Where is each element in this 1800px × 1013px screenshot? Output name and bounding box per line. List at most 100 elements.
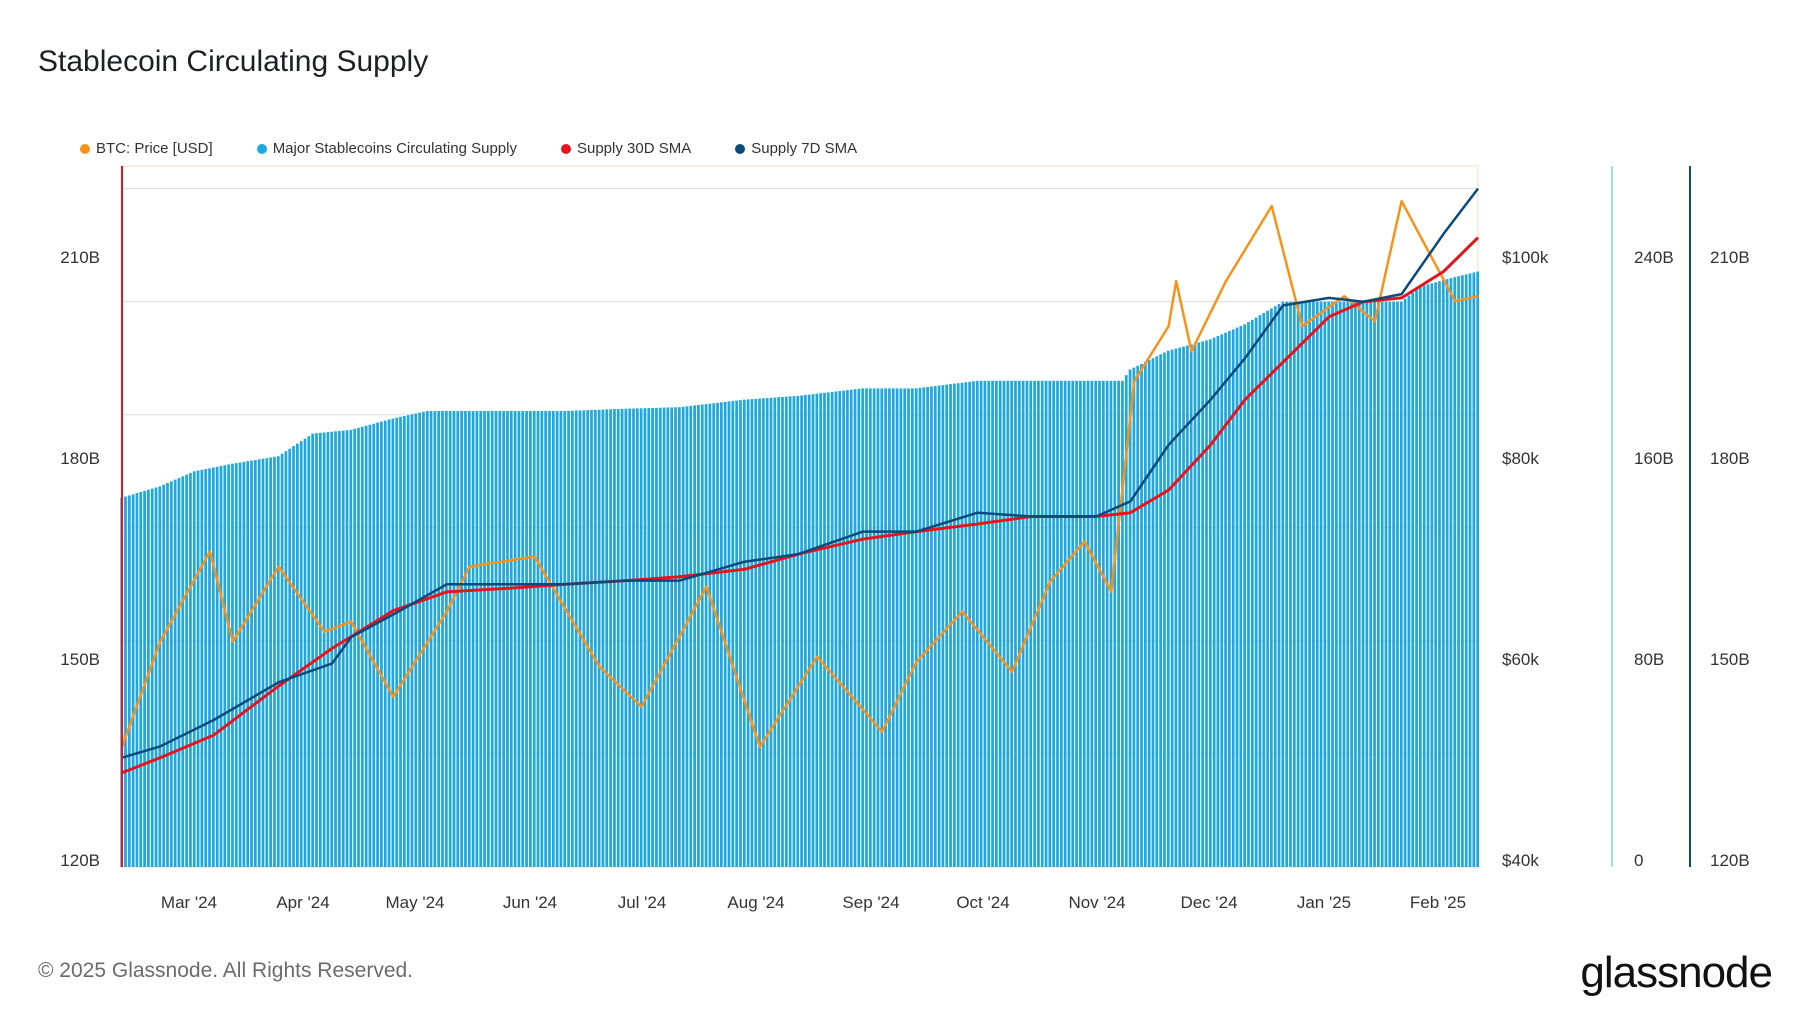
legend-dot-supply-7d-sma: [735, 143, 746, 154]
supply-bar: [1174, 348, 1178, 868]
supply-bar: [1266, 310, 1269, 867]
supply-bar: [762, 398, 765, 867]
supply-bar: [1186, 345, 1189, 867]
supply-bar: [960, 382, 964, 867]
supply-bar: [628, 408, 632, 867]
supply-bar: [1342, 301, 1346, 867]
supply-bar: [311, 433, 315, 867]
supply-bar: [1476, 271, 1480, 867]
supply-bar: [865, 388, 868, 867]
supply-bar: [1419, 286, 1422, 868]
supply-bar: [192, 471, 196, 867]
x-axis-tick-label: Feb '25: [1410, 893, 1466, 912]
supply-bar: [693, 405, 696, 867]
supply-bar: [750, 399, 754, 867]
x-axis-tick-label: Jul '24: [618, 893, 667, 912]
legend-item-supply-30d-sma[interactable]: Supply 30D SMA: [560, 140, 691, 157]
supply-bar: [1201, 341, 1205, 867]
supply-bar: [956, 383, 960, 867]
legend-item-btc-price[interactable]: BTC: Price [USD]: [80, 140, 213, 157]
supply-bar: [1388, 301, 1392, 867]
supply-bar: [624, 408, 628, 867]
supply-bar: [1128, 369, 1132, 867]
supply-bar: [483, 411, 486, 867]
supply-bar: [876, 388, 880, 867]
supply-bar: [559, 411, 563, 867]
supply-bar: [1472, 272, 1476, 867]
supply-bar: [1277, 303, 1281, 867]
supply-bar: [651, 408, 654, 867]
supply-bar: [1426, 284, 1430, 867]
supply-bar: [532, 411, 536, 867]
supply-bar: [1430, 283, 1434, 867]
supply-bar: [1090, 380, 1094, 867]
supply-bar: [1376, 301, 1380, 867]
supply-bar: [910, 388, 914, 867]
supply-bar: [284, 451, 288, 867]
x-axis-tick-label: Sep '24: [842, 893, 899, 912]
supply-bar: [788, 396, 792, 867]
supply-bar: [685, 406, 689, 867]
supply-bar: [1025, 380, 1029, 867]
supply-bar: [452, 411, 456, 867]
supply-bar: [131, 494, 135, 867]
supply-bar: [1163, 352, 1166, 868]
supply-bar: [353, 428, 357, 867]
supply-bar: [1021, 380, 1025, 867]
legend-item-supply-7d-sma[interactable]: Supply 7D SMA: [735, 140, 857, 157]
supply-bar: [914, 388, 918, 867]
supply-bar: [1315, 301, 1319, 867]
supply-bar: [1438, 281, 1441, 867]
supply-bar: [544, 411, 548, 867]
supply-bar: [1464, 274, 1468, 867]
supply-bar: [1270, 308, 1273, 867]
glassnode-logo: glassnode: [1580, 948, 1773, 997]
supply-bar: [899, 388, 903, 867]
supply-bar: [376, 422, 379, 867]
supply-bar: [632, 408, 635, 867]
supply-bar: [517, 411, 521, 867]
supply-bar: [246, 461, 250, 867]
supply-bar: [227, 464, 230, 867]
supply-bar: [1002, 380, 1006, 867]
supply-bar: [1075, 380, 1078, 867]
supply-bar: [1365, 301, 1369, 867]
supply-bar: [506, 411, 509, 867]
supply-bar: [383, 420, 387, 867]
supply-bar: [269, 457, 272, 867]
legend-label-btc-price: BTC: Price [USD]: [96, 140, 213, 157]
supply-bar: [433, 411, 437, 867]
supply-bar: [1312, 301, 1315, 867]
supply-bar: [723, 401, 727, 867]
supply-bar: [872, 388, 876, 867]
supply-bar: [1048, 380, 1052, 867]
supply-bar: [647, 408, 651, 867]
supply-bar: [1216, 336, 1220, 867]
supply-bar: [834, 391, 838, 867]
supply-bar: [1224, 332, 1227, 867]
legend-item-stablecoin-supply[interactable]: Major Stablecoins Circulating Supply: [256, 140, 517, 157]
supply-bar: [1434, 282, 1438, 867]
supply-bar: [288, 448, 292, 867]
supply-bar: [334, 431, 337, 867]
supply-bar: [211, 467, 215, 867]
supply-bar: [1098, 380, 1101, 867]
supply-bar: [257, 459, 261, 867]
supply-bar: [1044, 380, 1048, 867]
supply-bar: [422, 411, 425, 867]
supply-bar: [173, 479, 177, 867]
supply-bar: [456, 411, 460, 867]
supply-bar: [273, 456, 276, 867]
x-axis-tick-label: Mar '24: [161, 893, 217, 912]
left-axis-tick-label: 180B: [60, 449, 100, 468]
supply-bar: [1304, 301, 1308, 867]
x-axis-tick-label: Oct '24: [956, 893, 1009, 912]
supply-bar: [219, 466, 223, 867]
supply-bar: [154, 487, 158, 867]
supply-bar: [655, 407, 658, 867]
supply-bar: [162, 484, 166, 867]
supply-bar: [200, 469, 204, 867]
supply-bar: [1212, 337, 1216, 867]
axes: [121, 166, 1691, 867]
